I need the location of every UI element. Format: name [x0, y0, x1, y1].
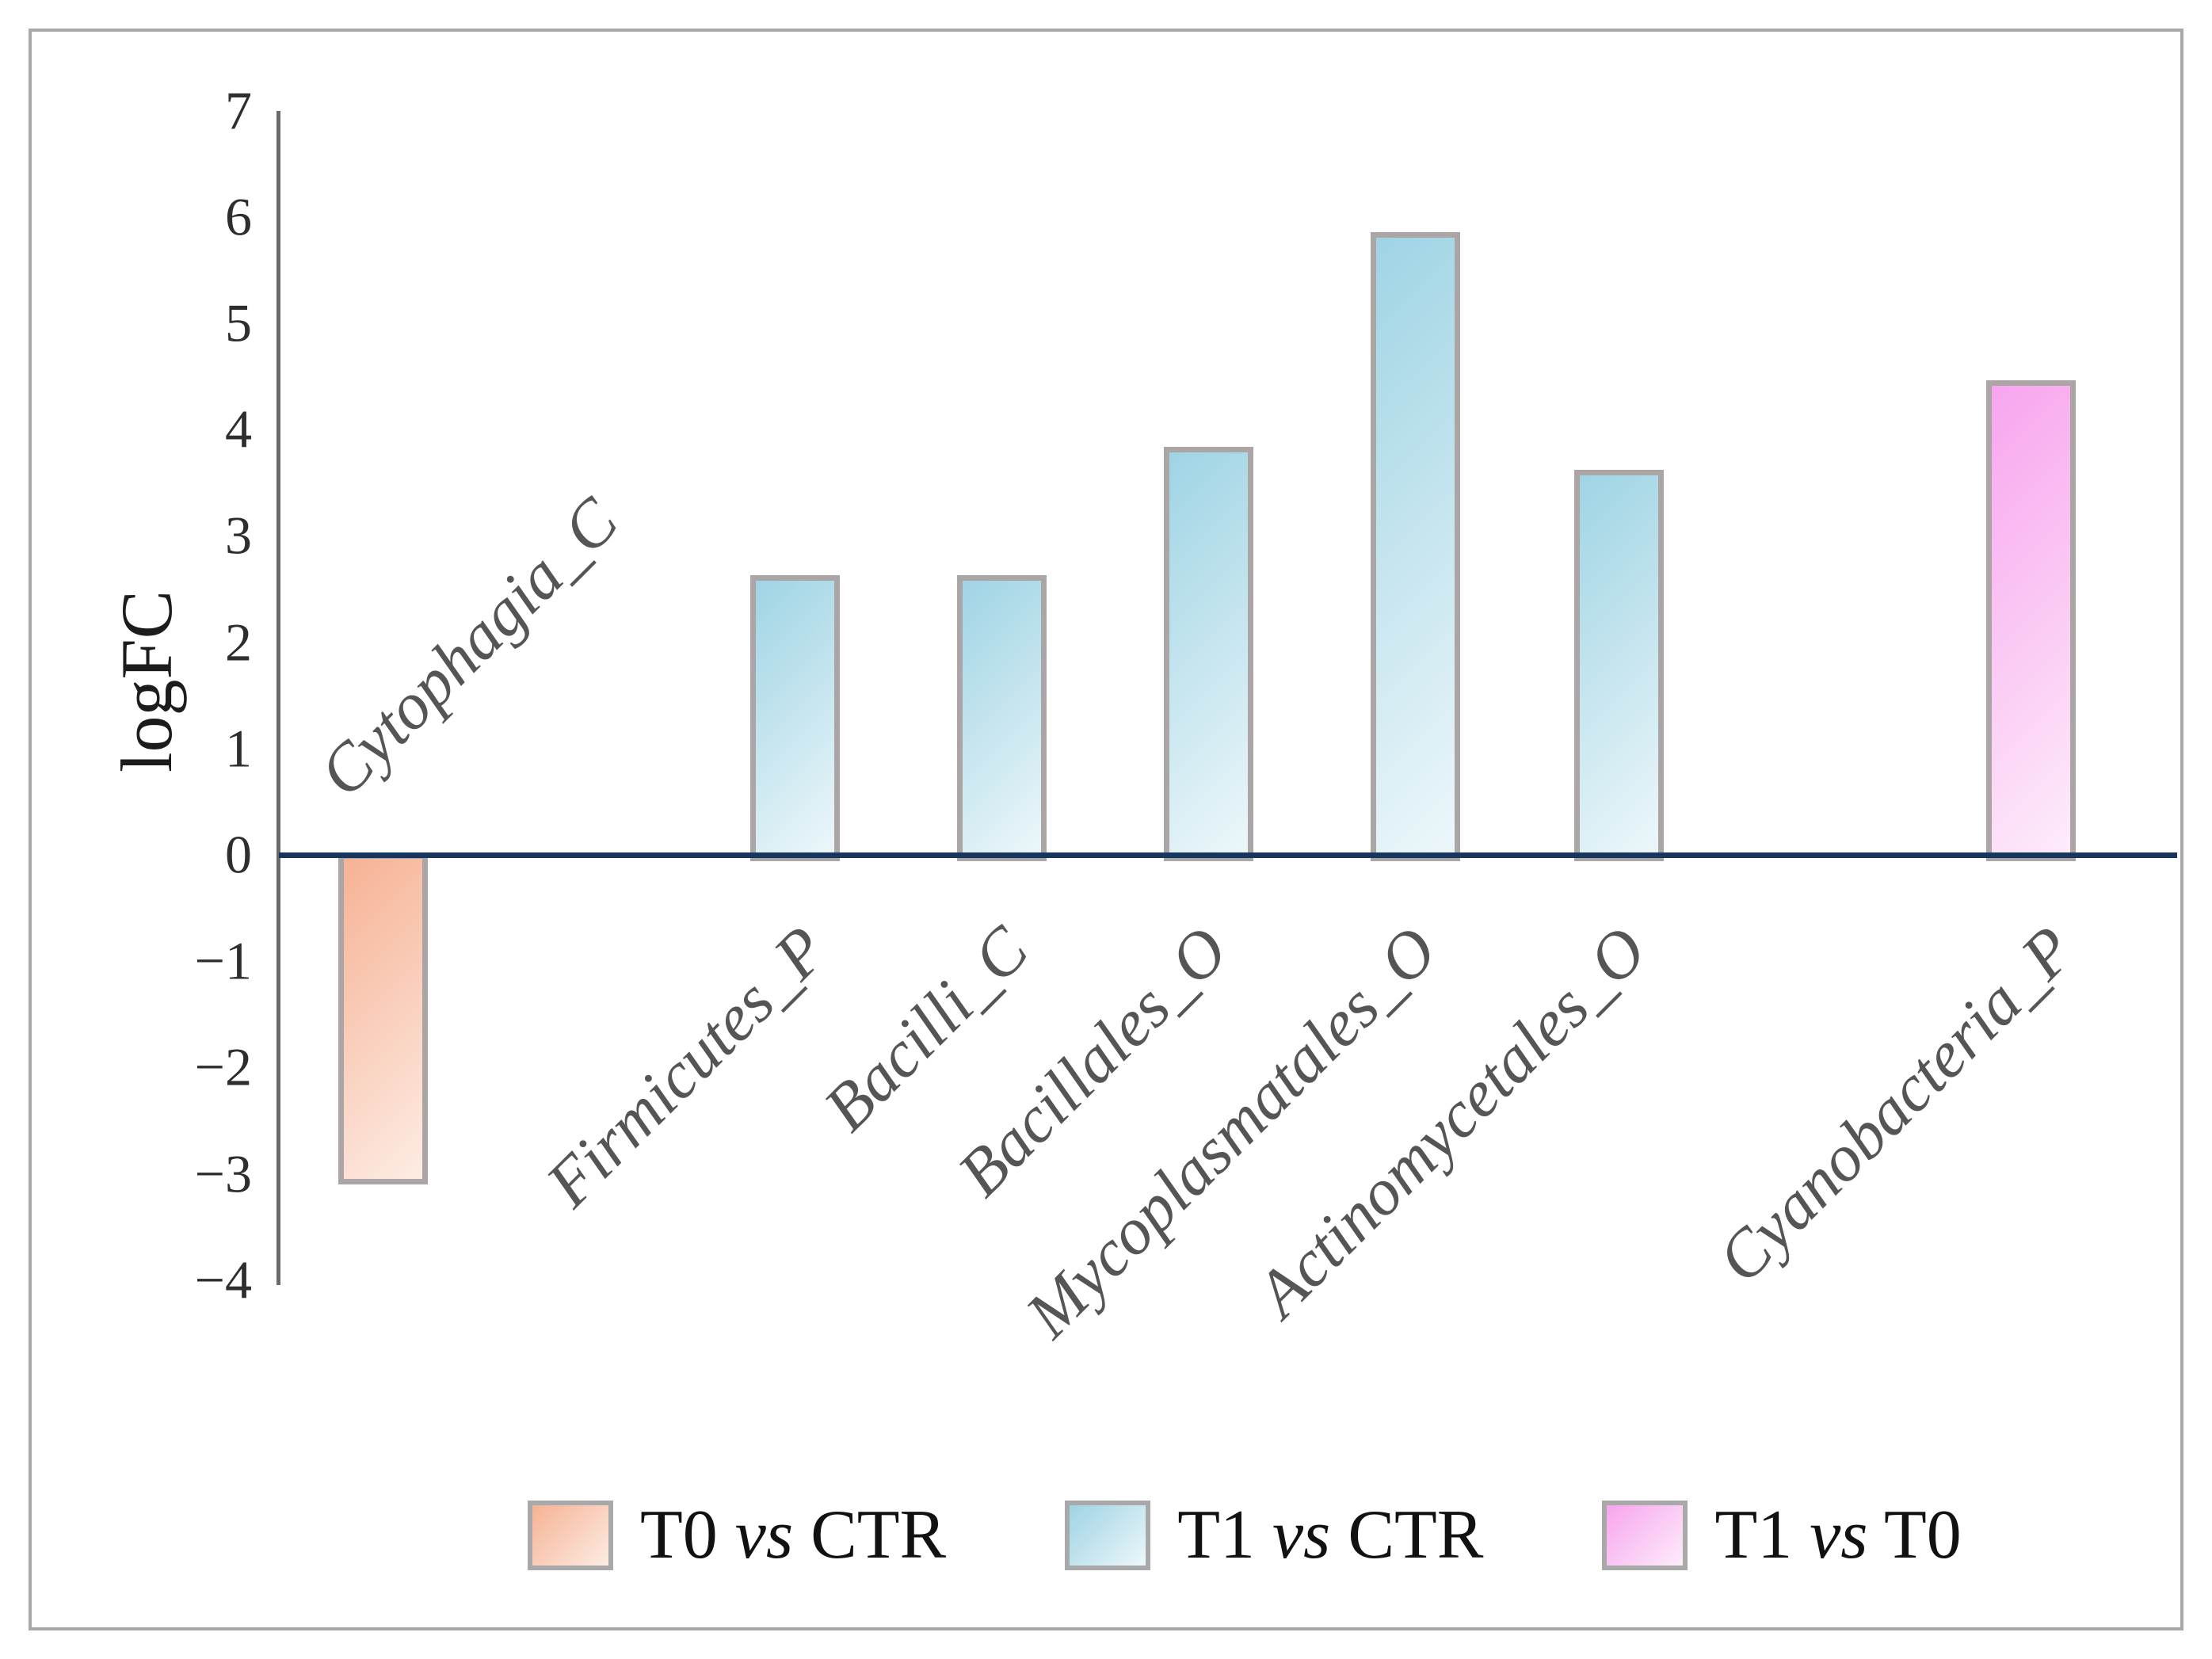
y-tick-label: −3: [194, 1143, 252, 1204]
bar-mycoplasmatales_o: [1370, 231, 1460, 861]
category-label-firmicutes_p: Firmicutes_P: [532, 913, 841, 1222]
y-tick-label: −4: [194, 1249, 252, 1310]
y-axis-line: [276, 111, 280, 1285]
legend-swatch-icon: [1065, 1501, 1151, 1570]
y-tick-label: 1: [225, 718, 252, 779]
y-tick-label: −2: [194, 1036, 252, 1097]
legend-item-t0-ctr: T0 vs CTR: [528, 1501, 946, 1570]
bar-bacillales_o: [1163, 446, 1253, 861]
legend-label: T1 vs T0: [1714, 1497, 1962, 1573]
y-tick-label: 5: [225, 292, 252, 353]
category-label-cytophagia_c: Cytophagia_C: [305, 484, 632, 811]
legend-label: T1 vs CTR: [1177, 1497, 1484, 1573]
legend-swatch-icon: [528, 1501, 613, 1570]
legend: T0 vs CTR T1 vs CTR T1 vs T0: [528, 1501, 1962, 1570]
y-tick-label: 3: [225, 505, 252, 566]
category-label-mycoplasmatales_o: Mycoplasmatales_O: [1012, 913, 1451, 1352]
bar-firmicutes_p: [749, 575, 840, 861]
y-tick-label: −1: [194, 930, 252, 991]
y-axis-title: logFC: [106, 589, 187, 773]
bar-cyanobacteria_p: [1985, 380, 2076, 861]
bar-actinomycetales_o: [1573, 470, 1664, 861]
y-tick-label: 4: [225, 399, 252, 460]
legend-swatch-icon: [1602, 1501, 1688, 1570]
legend-item-t1-t0: T1 vs T0: [1602, 1497, 1962, 1573]
category-label-cyanobacteria_p: Cyanobacteria_P: [1703, 913, 2088, 1297]
bar-bacilli_c: [956, 575, 1047, 861]
figure-border: [29, 29, 2183, 1630]
y-tick-label: 7: [225, 80, 252, 141]
zero-baseline: [279, 852, 2177, 858]
category-label-actinomycetales_o: Actinomycetales_O: [1242, 913, 1661, 1331]
y-tick-label: 0: [225, 824, 252, 885]
y-tick-label: 2: [225, 612, 252, 673]
legend-label: T0 vs CTR: [640, 1497, 947, 1573]
y-tick-label: 6: [225, 186, 252, 247]
bar-cytophagia_c: [338, 853, 428, 1185]
legend-item-t1-ctr: T1 vs CTR: [1065, 1501, 1483, 1570]
